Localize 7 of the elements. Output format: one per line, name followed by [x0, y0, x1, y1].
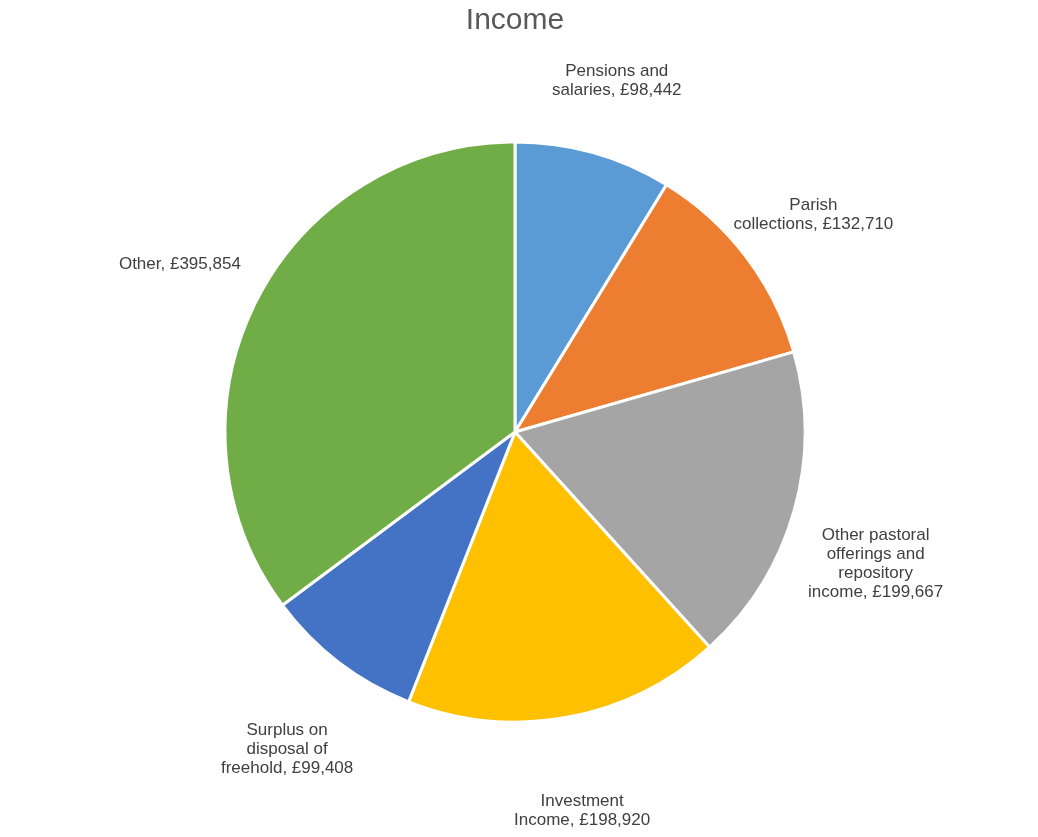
slice-label: Parish collections, £132,710: [733, 194, 894, 233]
slice-label: Other pastoral offerings and repository income, £199,667: [808, 524, 944, 601]
slice-label: Surplus on disposal of freehold, £99,408: [220, 719, 354, 777]
slice-label: Investment Income, £198,920: [514, 790, 651, 829]
slice-label: Pensions and salaries, £98,442: [552, 61, 682, 100]
slice-label: Other, £395,854: [118, 253, 241, 273]
chart-title: Income: [465, 2, 565, 35]
